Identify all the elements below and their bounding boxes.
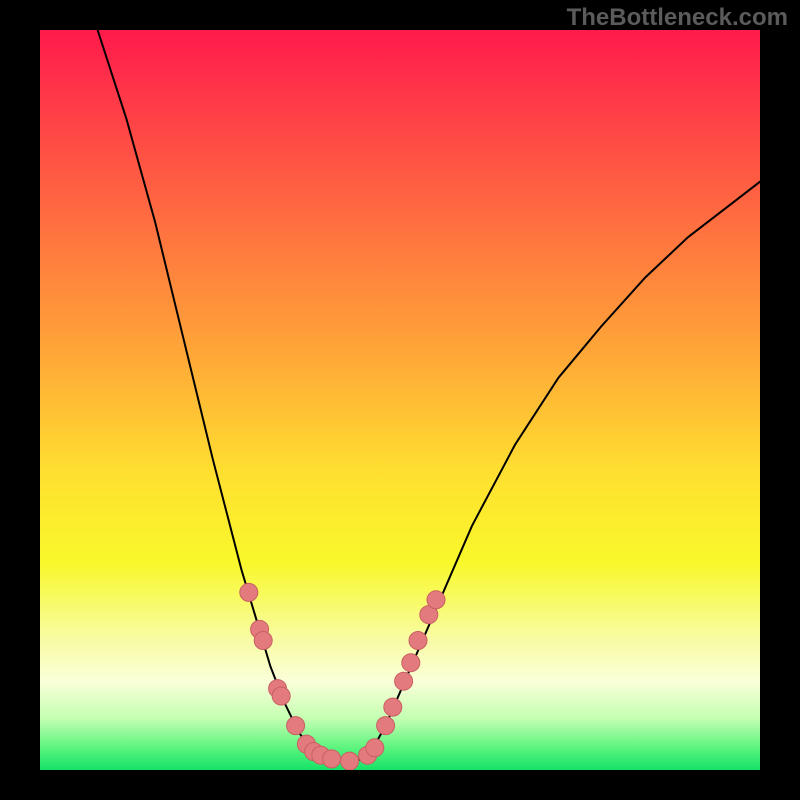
chart-svg [0, 0, 800, 800]
chart-root: TheBottleneck.com [0, 0, 800, 800]
data-marker [323, 750, 341, 768]
data-marker [384, 698, 402, 716]
plot-gradient [40, 30, 760, 770]
data-marker [240, 583, 258, 601]
data-marker [409, 632, 427, 650]
data-marker [395, 672, 413, 690]
data-marker [272, 687, 290, 705]
data-marker [377, 717, 395, 735]
watermark-label: TheBottleneck.com [567, 4, 788, 32]
data-marker [341, 752, 359, 770]
data-marker [254, 632, 272, 650]
data-marker [427, 591, 445, 609]
data-marker [366, 739, 384, 757]
data-marker [287, 717, 305, 735]
data-marker [402, 654, 420, 672]
